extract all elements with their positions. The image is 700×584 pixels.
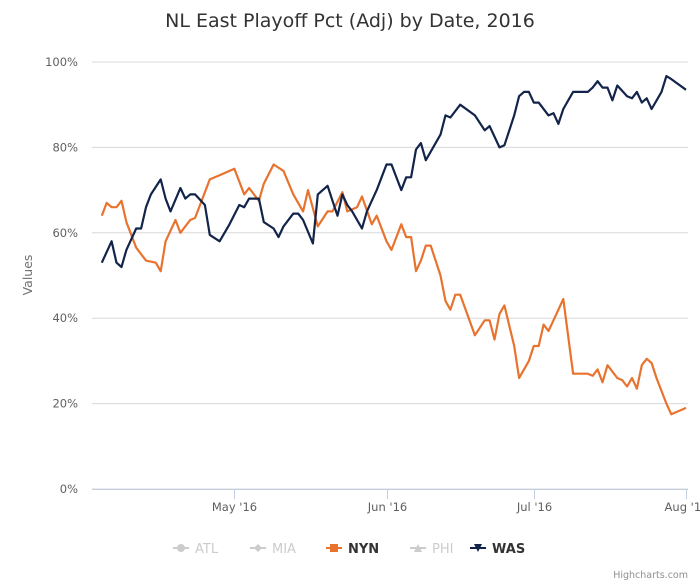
chart-title: NL East Playoff Pct (Adj) by Date, 2016 (165, 10, 535, 32)
legend-label: WAS (492, 542, 525, 557)
triangle-down-marker-icon (474, 544, 482, 552)
x-tick-label: Jun '16 (367, 500, 407, 514)
highcharts-credit[interactable]: Highcharts.com (613, 570, 688, 581)
series-line-nyn[interactable] (100, 163, 687, 416)
circle-marker-icon (177, 544, 185, 552)
series-line-was[interactable] (100, 75, 687, 269)
y-tick-label: 40% (52, 311, 78, 325)
legend-label: NYN (348, 542, 379, 557)
y-axis-title: Values (20, 255, 35, 296)
legend-label: ATL (195, 542, 219, 557)
y-tick-label: 0% (60, 482, 78, 496)
diamond-marker-icon (254, 544, 262, 552)
y-tick-label: 20% (52, 397, 78, 411)
legend[interactable]: ATL MIA NYN PHI WAS (173, 542, 525, 557)
gridlines (92, 61, 688, 490)
triangle-marker-icon (414, 544, 422, 552)
y-tick-label: 60% (52, 226, 78, 240)
legend-label: PHI (432, 542, 453, 557)
legend-item-was[interactable]: WAS (470, 542, 525, 557)
series-lines (100, 75, 687, 416)
y-tick-label: 80% (52, 140, 78, 154)
y-tick-label: 100% (45, 55, 78, 69)
legend-item-mia[interactable]: MIA (250, 542, 296, 557)
x-tick-label: Jul '16 (516, 500, 552, 514)
square-marker-icon (330, 544, 338, 552)
y-axis-ticks: 0% 20% 40% 60% 80% 100% (45, 55, 78, 496)
legend-item-phi[interactable]: PHI (410, 542, 453, 557)
x-tick-label: Aug '16 (665, 500, 700, 514)
x-tick-label: May '16 (212, 500, 257, 514)
legend-item-atl[interactable]: ATL (173, 542, 219, 557)
legend-item-nyn[interactable]: NYN (326, 542, 379, 557)
legend-label: MIA (272, 542, 296, 557)
x-axis: May '16 Jun '16 Jul '16 Aug '16 (92, 489, 700, 514)
